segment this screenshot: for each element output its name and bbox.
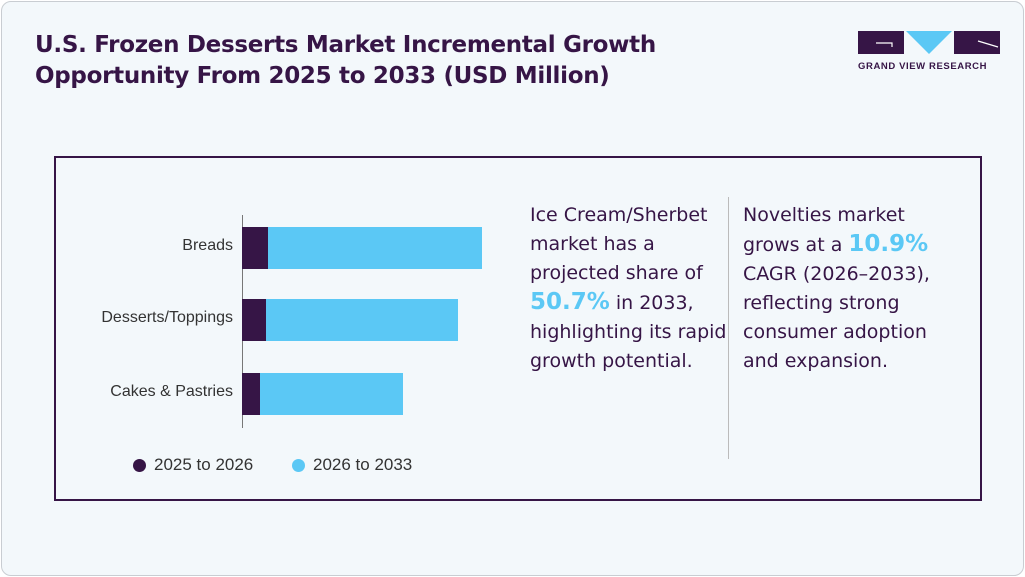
legend-label: 2025 to 2026 — [154, 455, 254, 474]
divider — [728, 197, 729, 459]
note-novelties: Novelties market grows at a 10.9% CAGR (… — [743, 201, 963, 376]
page-title: U.S. Frozen Desserts Market Incremental … — [35, 32, 656, 89]
legend-item-2026-2033: 2026 to 2033 — [292, 455, 412, 475]
category-label: Cakes & Pastries — [110, 383, 233, 400]
legend-label: 2026 to 2033 — [313, 455, 413, 474]
bar-segment-2025-2026 — [242, 373, 260, 415]
bar-segment-2025-2026 — [242, 227, 268, 269]
category-label: Desserts/Toppings — [101, 309, 233, 326]
note-text: Ice Cream/Sherbet market has a projected… — [530, 204, 708, 284]
note-highlight: 50.7% — [530, 289, 610, 315]
bar-segment-2026-2033 — [268, 227, 482, 269]
legend-dot-dark — [133, 458, 146, 472]
note-highlight: 10.9% — [848, 231, 929, 257]
bar-segment-2025-2026 — [242, 299, 266, 341]
note-text: Novelties market grows at a — [743, 204, 905, 256]
legend-dot-light — [292, 458, 305, 472]
bar-segment-2026-2033 — [266, 299, 458, 341]
logo-mark-icon — [858, 31, 1000, 54]
content-box — [54, 156, 982, 501]
grand-view-research-logo: GRAND VIEW RESEARCH — [858, 31, 1000, 72]
legend-item-2025-2026: 2025 to 2026 — [133, 455, 253, 475]
logo-text: GRAND VIEW RESEARCH — [858, 61, 988, 72]
category-label: Breads — [182, 237, 233, 254]
note-text: in 2033, highlighting its rapid growth p… — [530, 292, 727, 372]
note-ice-cream: Ice Cream/Sherbet market has a projected… — [530, 201, 730, 376]
note-text: CAGR (2026–2033), reflecting strong cons… — [743, 263, 930, 372]
bar-segment-2026-2033 — [260, 373, 403, 415]
